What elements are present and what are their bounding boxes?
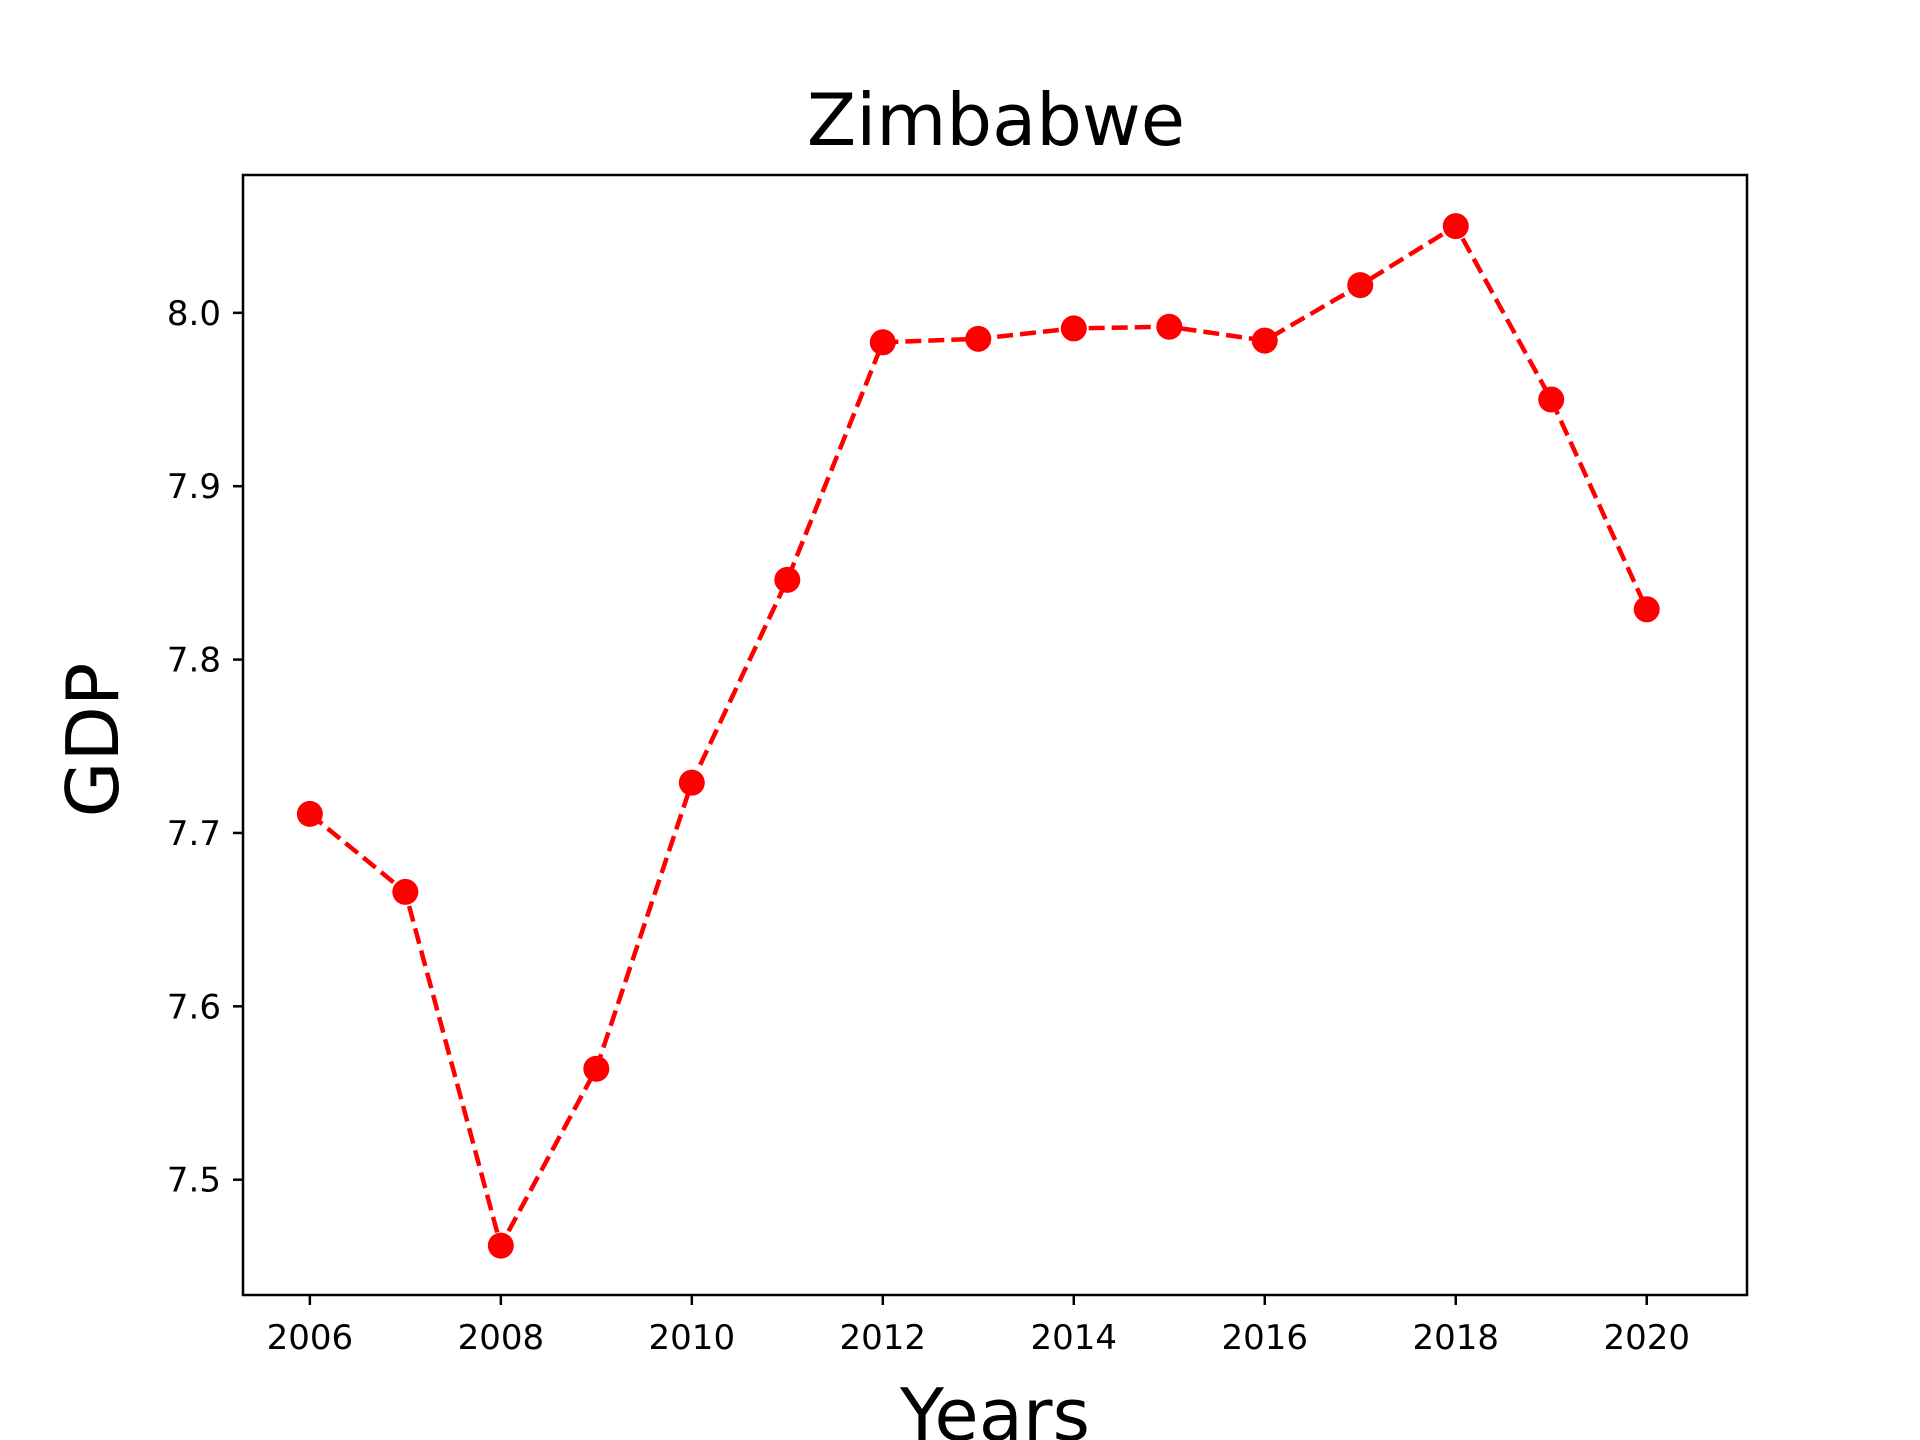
data-point bbox=[678, 769, 705, 796]
y-tick-label: 7.8 bbox=[167, 641, 221, 681]
x-tick-label: 2020 bbox=[1603, 1318, 1690, 1358]
data-point bbox=[392, 878, 419, 905]
x-tick-label: 2018 bbox=[1412, 1318, 1499, 1358]
data-point bbox=[1251, 327, 1278, 354]
data-point bbox=[583, 1055, 610, 1082]
x-tick-label: 2014 bbox=[1031, 1318, 1118, 1358]
chart-title: Zimbabwe bbox=[807, 78, 1185, 162]
data-point bbox=[487, 1232, 514, 1259]
y-tick-label: 7.6 bbox=[167, 987, 221, 1027]
y-tick-label: 7.7 bbox=[167, 814, 221, 854]
y-tick-label: 7.9 bbox=[167, 467, 221, 507]
x-tick-label: 2010 bbox=[649, 1318, 736, 1358]
data-point bbox=[1538, 386, 1565, 413]
data-point bbox=[774, 566, 801, 593]
data-point bbox=[1156, 313, 1183, 340]
data-point bbox=[965, 325, 992, 352]
data-point bbox=[296, 800, 323, 827]
x-tick-label: 2008 bbox=[458, 1318, 545, 1358]
y-tick-label: 8.0 bbox=[167, 294, 221, 334]
data-point bbox=[1060, 315, 1087, 342]
y-tick-label: 7.5 bbox=[167, 1161, 221, 1201]
y-axis-title: GDP bbox=[51, 663, 135, 818]
data-point bbox=[1442, 213, 1469, 240]
x-tick-label: 2006 bbox=[267, 1318, 354, 1358]
x-tick-label: 2016 bbox=[1221, 1318, 1308, 1358]
data-point bbox=[869, 329, 896, 356]
series-line bbox=[308, 223, 1649, 1248]
x-axis: 2006 2008 2010 2012 2014 2016 2018 2020 bbox=[267, 1295, 1690, 1358]
series-layer bbox=[296, 213, 1660, 1259]
x-axis-title: Years bbox=[899, 1373, 1090, 1440]
x-tick-label: 2012 bbox=[840, 1318, 927, 1358]
plot-area bbox=[241, 173, 1749, 1297]
y-axis: 7.5 7.6 7.7 7.8 7.9 8.0 bbox=[167, 294, 243, 1201]
data-point bbox=[1633, 596, 1660, 623]
data-point bbox=[1347, 272, 1374, 299]
